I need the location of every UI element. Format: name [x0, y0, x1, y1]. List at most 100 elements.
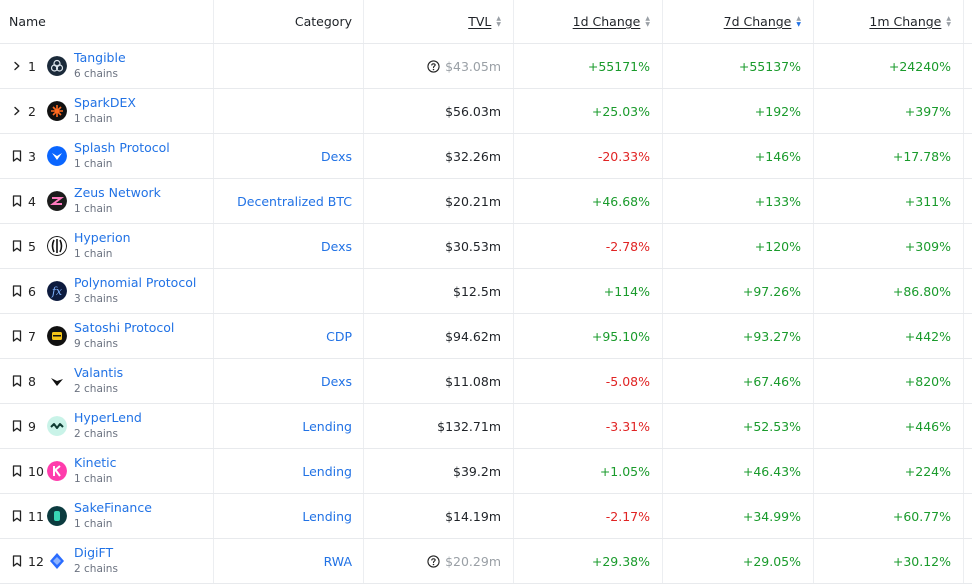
table-row: 12 DigiFT 2 chains RWA $20.29m +29.38% +29.05%…	[0, 539, 972, 584]
name-cell: 3 Splash Protocol 1 chain	[0, 134, 214, 178]
scroll-gutter	[964, 494, 972, 538]
change-1m-value: +86.80%	[892, 283, 951, 299]
question-icon[interactable]	[427, 554, 445, 568]
protocol-name-link[interactable]: Hyperion	[74, 230, 131, 245]
chains-count: 1 chain	[74, 248, 113, 260]
table-row: 1 Tangible 6 chains $43.05m +55171% +55137% +2…	[0, 44, 972, 89]
change-7d-value: +46.43%	[742, 463, 801, 479]
change-7d-value: +55137%	[738, 58, 801, 74]
header-1d-change[interactable]: 1d Change ▲ ▼	[514, 0, 663, 43]
category-cell: Dexs	[214, 224, 364, 268]
change-1d-value: +55171%	[587, 58, 650, 74]
tvl-cell: $30.53m	[364, 224, 514, 268]
table-row: 8 Valantis 2 chains Dexs $11.08m -5.08% +67.46…	[0, 359, 972, 404]
protocol-name-link[interactable]: Valantis	[74, 365, 124, 380]
chains-count: 3 chains	[74, 293, 118, 305]
change-7d-cell: +46.43%	[663, 449, 814, 493]
name-block: Valantis 2 chains	[74, 365, 123, 397]
protocol-name-link[interactable]: SparkDEX	[74, 95, 136, 110]
category-link[interactable]: Dexs	[320, 238, 352, 254]
header-1m-change[interactable]: 1m Change ▲ ▼	[814, 0, 964, 43]
name-block: Zeus Network 1 chain	[74, 185, 161, 217]
question-icon[interactable]	[427, 59, 445, 73]
tvl-cell: $56.03m	[364, 89, 514, 133]
category-link[interactable]: Dexs	[320, 148, 352, 164]
chevron-right-icon[interactable]	[8, 106, 26, 116]
header-1m-change-label: 1m Change	[869, 14, 942, 29]
table-row: 2 SparkDEX 1 chain $56.03m +25.03% +192% +397%	[0, 89, 972, 134]
category-link[interactable]: Dexs	[320, 373, 352, 389]
protocol-name-link[interactable]: Tangible	[74, 50, 126, 65]
protocol-name-link[interactable]: DigiFT	[74, 545, 114, 560]
bookmark-icon[interactable]	[8, 555, 26, 567]
change-1m-cell: +311%	[814, 179, 964, 223]
protocol-name-link[interactable]: Zeus Network	[74, 185, 161, 200]
category-link[interactable]: Decentralized BTC	[237, 193, 352, 209]
name-block: HyperLend 2 chains	[74, 410, 142, 442]
category-cell: Dexs	[214, 359, 364, 403]
bookmark-icon[interactable]	[8, 465, 26, 477]
chains-count: 1 chain	[74, 203, 113, 215]
category-cell: Dexs	[214, 134, 364, 178]
tvl-cell: $39.2m	[364, 449, 514, 493]
chains-count: 1 chain	[74, 518, 113, 530]
sort-icon[interactable]: ▲ ▼	[496, 14, 501, 28]
rank: 3	[28, 148, 36, 164]
protocol-name-link[interactable]: Satoshi Protocol	[74, 320, 175, 335]
change-1m-value: +442%	[904, 328, 951, 344]
protocol-name-link[interactable]: SakeFinance	[74, 500, 152, 515]
change-1d-value: -2.78%	[605, 238, 650, 254]
change-7d-cell: +93.27%	[663, 314, 814, 358]
bookmark-icon[interactable]	[8, 240, 26, 252]
category-cell	[214, 269, 364, 313]
bookmark-icon[interactable]	[8, 150, 26, 162]
protocol-name-link[interactable]: HyperLend	[74, 410, 142, 425]
category-link[interactable]: Lending	[302, 418, 352, 434]
category-link[interactable]: Lending	[302, 463, 352, 479]
header-tvl-label: TVL	[468, 14, 492, 29]
header-tvl[interactable]: TVL ▲ ▼	[364, 0, 514, 43]
sort-icon[interactable]: ▲ ▼	[645, 14, 650, 28]
header-name[interactable]: Name	[0, 0, 214, 43]
name-cell: 6 fx Polynomial Protocol 3 chains	[0, 269, 214, 313]
bookmark-icon[interactable]	[8, 510, 26, 522]
sort-icon[interactable]: ▲ ▼	[946, 14, 951, 28]
tvl-cell: $20.21m	[364, 179, 514, 223]
change-7d-cell: +146%	[663, 134, 814, 178]
bookmark-icon[interactable]	[8, 375, 26, 387]
sort-active-icon[interactable]: ▲ ▼	[796, 14, 801, 28]
bookmark-icon[interactable]	[8, 330, 26, 342]
polynomial-logo: fx	[47, 281, 67, 301]
header-7d-change[interactable]: 7d Change ▲ ▼	[663, 0, 814, 43]
category-link[interactable]: CDP	[326, 328, 352, 344]
change-1d-cell: -5.08%	[514, 359, 663, 403]
table-header: Name Category TVL ▲ ▼ 1d Change ▲ ▼ 7d Cha…	[0, 0, 972, 44]
satoshi-logo	[47, 326, 67, 346]
change-1d-cell: -3.31%	[514, 404, 663, 448]
digift-logo	[47, 551, 67, 571]
change-1m-cell: +86.80%	[814, 269, 964, 313]
tvl-value: $94.62m	[445, 328, 501, 344]
category-link[interactable]: Lending	[302, 508, 352, 524]
bookmark-icon[interactable]	[8, 420, 26, 432]
rank: 11	[28, 508, 44, 524]
name-block: Hyperion 1 chain	[74, 230, 131, 262]
category-link[interactable]: RWA	[323, 553, 352, 569]
change-1m-cell: +224%	[814, 449, 964, 493]
change-1m-value: +224%	[904, 463, 951, 479]
chevron-right-icon[interactable]	[8, 61, 26, 71]
zeus-logo	[47, 191, 67, 211]
bookmark-icon[interactable]	[8, 195, 26, 207]
protocol-name-link[interactable]: Polynomial Protocol	[74, 275, 197, 290]
bookmark-icon[interactable]	[8, 285, 26, 297]
change-1m-value: +309%	[904, 238, 951, 254]
protocol-name-link[interactable]: Splash Protocol	[74, 140, 170, 155]
protocol-name-link[interactable]: Kinetic	[74, 455, 117, 470]
name-block: Kinetic 1 chain	[74, 455, 117, 487]
change-7d-cell: +67.46%	[663, 359, 814, 403]
change-1m-cell: +442%	[814, 314, 964, 358]
tvl-value: $20.21m	[445, 193, 501, 209]
name-block: SparkDEX 1 chain	[74, 95, 136, 127]
header-category[interactable]: Category	[214, 0, 364, 43]
category-cell: Lending	[214, 494, 364, 538]
